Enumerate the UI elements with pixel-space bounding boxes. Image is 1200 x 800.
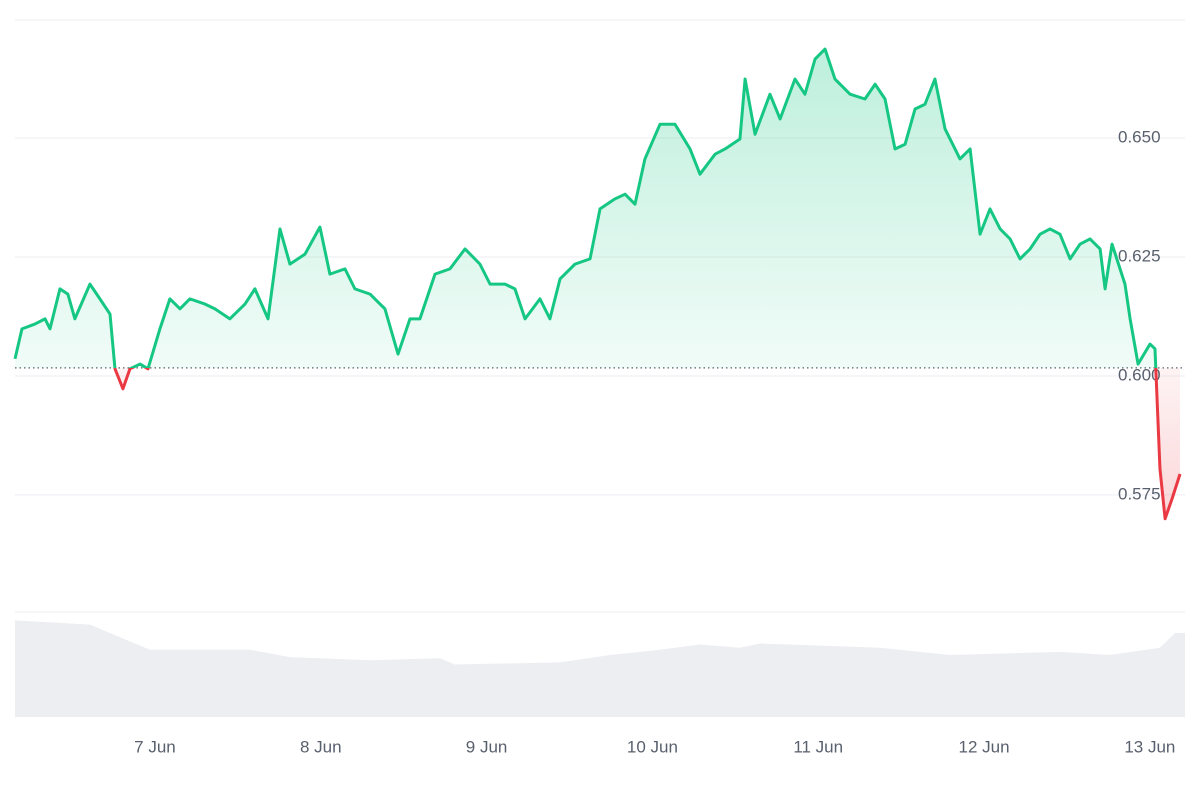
x-tick-label: 8 Jun <box>300 737 342 756</box>
x-tick-label: 11 Jun <box>793 737 843 756</box>
y-tick-label: 0.650 <box>1118 128 1161 147</box>
y-tick-label: 0.625 <box>1118 246 1161 265</box>
y-tick-label: 0.600 <box>1118 365 1161 384</box>
x-tick-label: 7 Jun <box>134 737 176 756</box>
price-area <box>15 49 1181 519</box>
volume-area <box>15 620 1185 717</box>
y-tick-label: 0.575 <box>1118 484 1161 503</box>
x-tick-label: 10 Jun <box>627 737 678 756</box>
x-tick-label: 13 Jun <box>1124 737 1175 756</box>
price-line <box>13 47 1182 521</box>
x-tick-label: 12 Jun <box>959 737 1010 756</box>
x-tick-label: 9 Jun <box>466 737 508 756</box>
